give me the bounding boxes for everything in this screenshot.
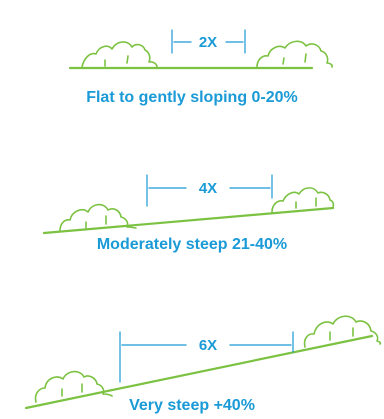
spacing-panel-flat: 2X Flat to gently sloping 0-20% [0,0,384,110]
right-shrub-icon [271,187,335,213]
spacing-panel-moderate: 4X Moderately steep 21-40% [0,140,384,260]
left-shrub-icon [34,370,113,403]
very-steep-slope-illustration: 6X [24,315,382,410]
slope-caption: Very steep +40% [129,397,255,414]
spacing-multiplier-label: 4X [199,180,217,197]
slope-caption: Flat to gently sloping 0-20% [86,89,298,106]
moderate-slope-illustration: 4X [42,174,335,235]
flat-slope-illustration: 2X [68,29,333,70]
spacing-dimension: 4X [146,174,273,207]
left-shrub-icon [59,203,137,232]
ground-line [24,334,374,410]
spacing-dimension: 6X [119,331,294,383]
right-shrub-icon [256,40,333,68]
ground-line [42,206,335,235]
slope-caption: Moderately steep 21-40% [96,236,288,253]
spacing-multiplier-label: 2X [199,34,217,51]
spacing-dimension: 2X [171,29,246,54]
left-shrub-icon [81,41,158,68]
right-shrub-icon [303,315,382,348]
spacing-multiplier-label: 6X [199,337,217,354]
spacing-panel-very-steep: 6X Very steep +40% [0,300,384,419]
